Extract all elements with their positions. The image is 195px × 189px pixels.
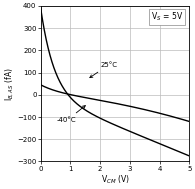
Text: V$_S$ = 5V: V$_S$ = 5V bbox=[151, 11, 183, 23]
X-axis label: V$_{CM}$ (V): V$_{CM}$ (V) bbox=[101, 173, 129, 186]
Y-axis label: I$_{B,AS}$ (fA): I$_{B,AS}$ (fA) bbox=[4, 67, 16, 101]
Text: 25°C: 25°C bbox=[90, 62, 117, 78]
Text: -40°C: -40°C bbox=[57, 106, 85, 123]
